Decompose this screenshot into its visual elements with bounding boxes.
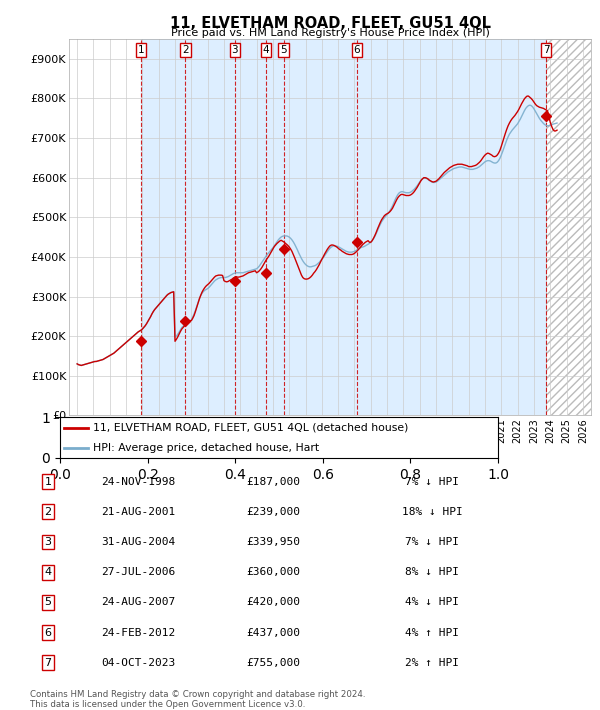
Text: £755,000: £755,000 [246,658,300,668]
Text: 1: 1 [137,45,144,55]
Text: £239,000: £239,000 [246,507,300,517]
Text: 4: 4 [44,567,52,577]
Text: 6: 6 [353,45,360,55]
Text: 24-AUG-2007: 24-AUG-2007 [101,598,175,608]
Text: Contains HM Land Registry data © Crown copyright and database right 2024.: Contains HM Land Registry data © Crown c… [30,690,365,699]
Text: 24-NOV-1998: 24-NOV-1998 [101,476,175,486]
Text: 2: 2 [44,507,52,517]
Bar [235,39,266,415]
Bar [357,39,546,415]
Text: 6: 6 [44,628,52,638]
Text: 3: 3 [44,537,52,547]
Text: 7% ↓ HPI: 7% ↓ HPI [405,476,459,486]
Text: 11, ELVETHAM ROAD, FLEET, GU51 4QL (detached house): 11, ELVETHAM ROAD, FLEET, GU51 4QL (deta… [93,422,408,432]
Text: 11, ELVETHAM ROAD, FLEET, GU51 4QL: 11, ELVETHAM ROAD, FLEET, GU51 4QL [170,16,491,31]
Text: 27-JUL-2006: 27-JUL-2006 [101,567,175,577]
Text: £339,950: £339,950 [246,537,300,547]
Text: £420,000: £420,000 [246,598,300,608]
Text: 5: 5 [280,45,287,55]
Text: 7: 7 [44,658,52,668]
Text: 4: 4 [263,45,269,55]
Text: 7% ↓ HPI: 7% ↓ HPI [405,537,459,547]
Text: 3: 3 [232,45,238,55]
Text: Price paid vs. HM Land Registry's House Price Index (HPI): Price paid vs. HM Land Registry's House … [170,28,490,38]
Bar [185,39,235,415]
Text: 1: 1 [44,476,52,486]
Text: 5: 5 [44,598,52,608]
Text: 31-AUG-2004: 31-AUG-2004 [101,537,175,547]
Text: 4% ↑ HPI: 4% ↑ HPI [405,628,459,638]
Bar [546,39,591,415]
Bar [141,39,185,415]
Bar [284,39,357,415]
Text: 04-OCT-2023: 04-OCT-2023 [101,658,175,668]
Text: 2% ↑ HPI: 2% ↑ HPI [405,658,459,668]
Text: HPI: Average price, detached house, Hart: HPI: Average price, detached house, Hart [93,443,319,453]
Text: £187,000: £187,000 [246,476,300,486]
Text: 24-FEB-2012: 24-FEB-2012 [101,628,175,638]
Text: 2: 2 [182,45,189,55]
Text: 7: 7 [543,45,550,55]
Text: 8% ↓ HPI: 8% ↓ HPI [405,567,459,577]
Text: 18% ↓ HPI: 18% ↓ HPI [401,507,463,517]
Text: £360,000: £360,000 [246,567,300,577]
Text: 21-AUG-2001: 21-AUG-2001 [101,507,175,517]
Text: £437,000: £437,000 [246,628,300,638]
Text: 4% ↓ HPI: 4% ↓ HPI [405,598,459,608]
Text: This data is licensed under the Open Government Licence v3.0.: This data is licensed under the Open Gov… [30,700,305,709]
Bar [266,39,284,415]
